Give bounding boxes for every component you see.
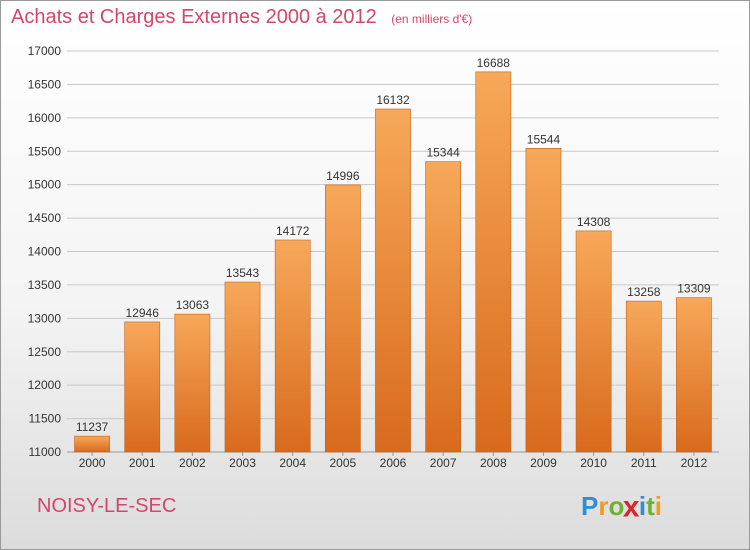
x-tick-label: 2007 [430, 456, 457, 470]
bar-2007 [425, 161, 462, 453]
y-tick-label: 12000 [28, 378, 62, 392]
y-tick-label: 14000 [28, 245, 62, 259]
bar-layer [74, 71, 712, 453]
bar-2009 [525, 148, 562, 453]
data-labels: 11237 12946 13063 13543 14172 14996 16132 15344… [76, 56, 711, 434]
chart-subtitle: (en milliers d'€) [391, 12, 473, 26]
x-tick-label: 2004 [279, 456, 306, 470]
bar-2004 [274, 239, 311, 453]
data-label-2004: 14172 [276, 224, 310, 238]
x-tick-label: 2008 [480, 456, 507, 470]
city-name: NOISY-LE-SEC [37, 495, 177, 517]
data-label-2000: 11237 [76, 420, 109, 434]
x-tick-label: 2006 [380, 456, 407, 470]
bar-2005 [324, 184, 361, 453]
x-tick-label: 2011 [631, 456, 657, 470]
bar-2000 [74, 435, 110, 453]
y-tick-labels: 11000 11500 12000 12500 13000 13500 14000 14500… [28, 44, 62, 459]
y-tick-label: 14500 [28, 211, 62, 225]
x-tick-label: 2009 [530, 456, 557, 470]
x-tick-labels: 2000 2001 2002 2003 2004 2005 2006 2007 2008 2009… [79, 456, 708, 470]
data-label-2002: 13063 [176, 298, 210, 312]
bar-2003 [224, 281, 261, 453]
bar-2001 [124, 321, 161, 453]
data-label-2008: 16688 [477, 56, 511, 70]
bar-2010 [575, 230, 612, 453]
data-label-2007: 15344 [426, 146, 460, 160]
chart-title: Achats et Charges Externes 2000 à 2012 [11, 6, 377, 28]
y-tick-label: 15000 [28, 178, 62, 192]
y-tick-label: 15500 [28, 144, 62, 158]
data-label-2001: 12946 [126, 306, 160, 320]
bar-2012 [676, 297, 712, 453]
bar-2006 [375, 108, 411, 453]
y-tick-label: 16000 [28, 111, 62, 125]
y-tick-label: 16500 [28, 77, 62, 91]
proxiti-logo: Proxiti [581, 488, 662, 524]
x-tick-label: 2003 [229, 456, 256, 470]
y-tick-label: 13000 [28, 311, 62, 325]
x-tick-label: 2010 [580, 456, 607, 470]
y-tick-label: 17000 [28, 44, 62, 58]
x-tick-label: 2000 [79, 456, 106, 470]
bar-2008 [475, 71, 512, 453]
data-label-2006: 16132 [376, 93, 410, 107]
data-label-2009: 15544 [527, 132, 561, 146]
data-label-2012: 13309 [677, 282, 711, 296]
data-label-2011: 13258 [627, 285, 661, 299]
bar-2011 [625, 300, 662, 453]
y-tick-label: 11500 [29, 412, 62, 426]
x-tick-label: 2001 [129, 456, 156, 470]
y-tick-label: 12500 [28, 345, 62, 359]
y-tick-label: 11000 [29, 445, 62, 459]
title-row: Achats et Charges Externes 2000 à 2012 (… [11, 6, 472, 29]
x-tick-label: 2002 [179, 456, 206, 470]
data-label-2003: 13543 [226, 266, 260, 280]
y-tick-label: 13500 [28, 278, 62, 292]
data-label-2005: 14996 [326, 169, 360, 183]
bar-2002 [174, 313, 211, 453]
x-tick-label: 2012 [681, 456, 708, 470]
x-tick-label: 2005 [329, 456, 356, 470]
data-label-2010: 14308 [577, 215, 611, 229]
